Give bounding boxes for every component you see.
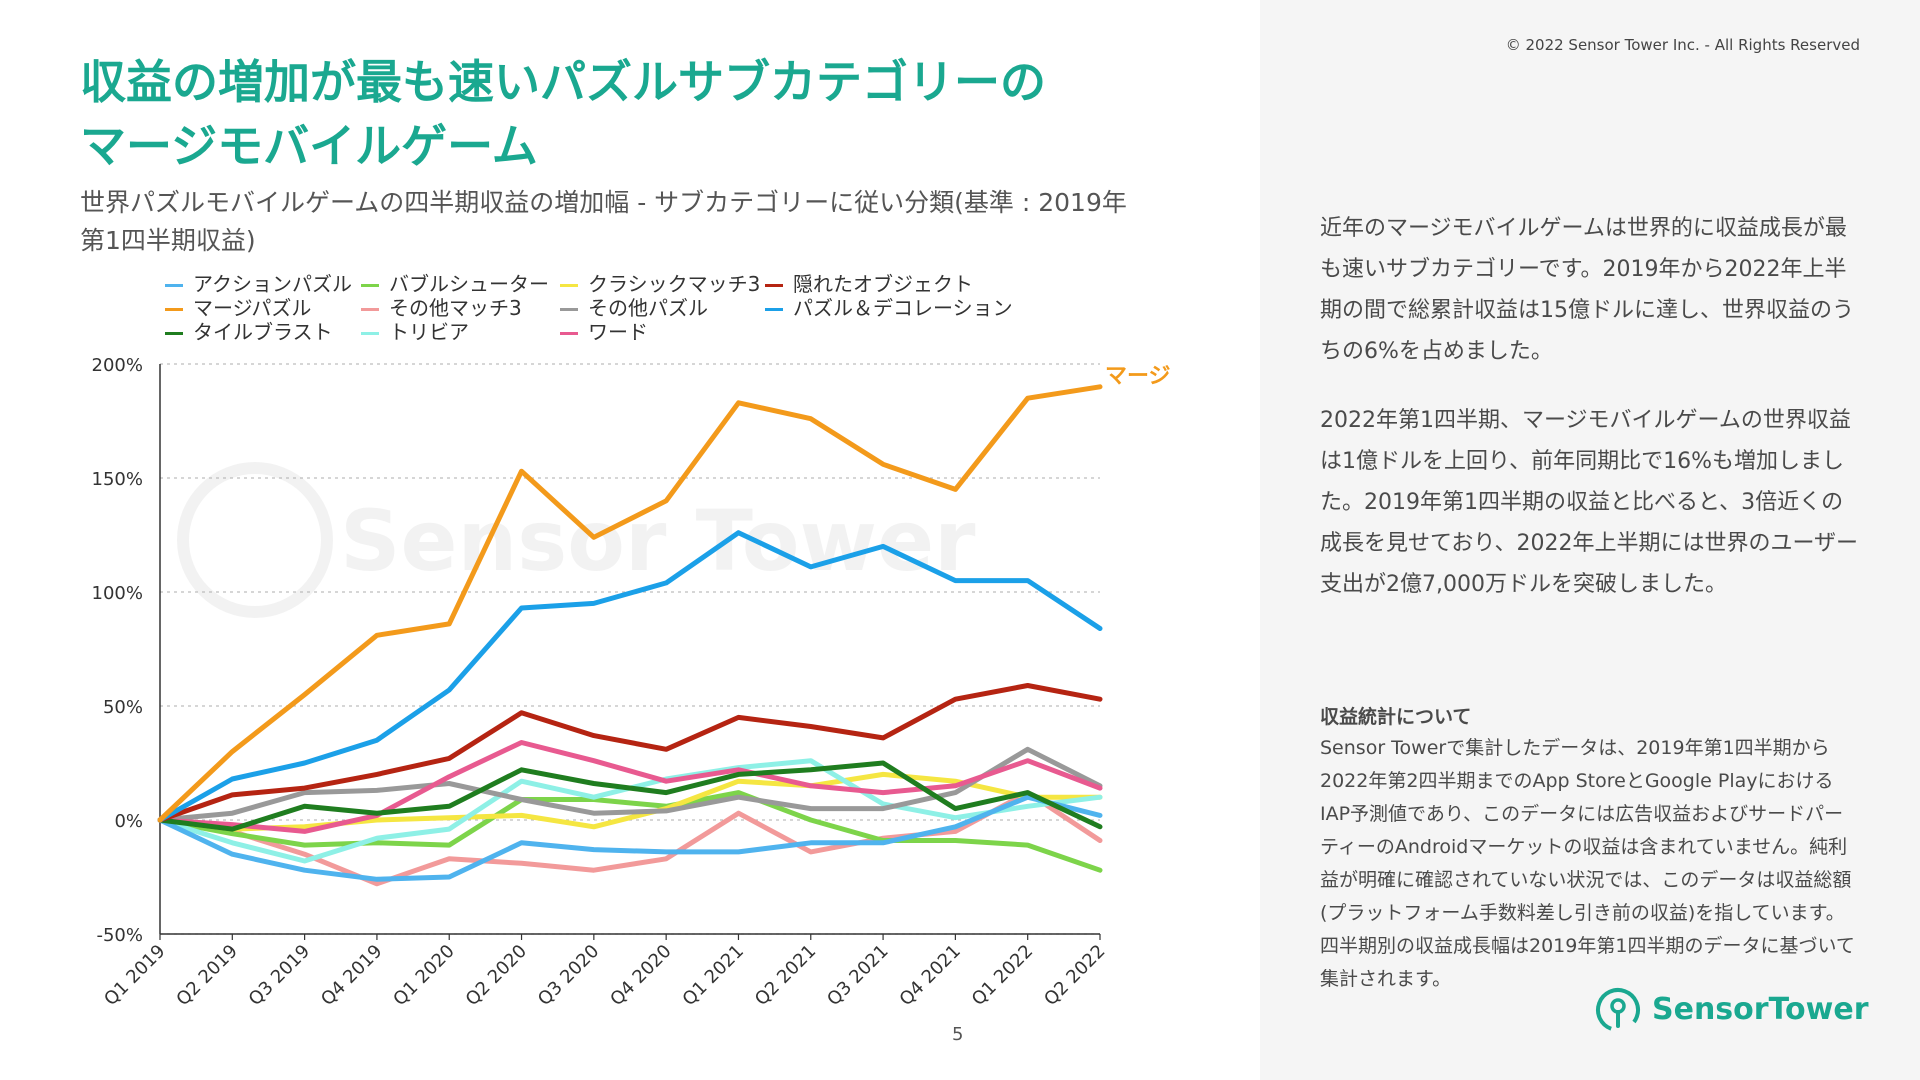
x-tick-label: Q2 2022 xyxy=(1040,941,1109,1010)
legend-swatch xyxy=(361,332,379,335)
sensor-tower-logo-icon xyxy=(1596,988,1640,1032)
legend-swatch xyxy=(361,308,379,311)
x-tick-label: Q2 2020 xyxy=(462,941,531,1010)
y-tick-label: 50% xyxy=(103,697,143,718)
legend-label: その他パズル xyxy=(588,296,708,320)
legend-label: バブルシューター xyxy=(389,272,549,296)
x-tick-label: Q4 2020 xyxy=(606,941,675,1010)
x-tick-label: Q1 2019 xyxy=(100,941,169,1010)
legend-item: トリビア xyxy=(361,316,469,344)
chart-legend: アクションパズル バブルシューター クラシックマッチ3 隠れたオブジェクトマージパズル… xyxy=(165,268,1065,344)
legend-item: タイルブラスト xyxy=(165,316,333,344)
x-tick-label: Q3 2020 xyxy=(534,941,603,1010)
page-number: 5 xyxy=(952,1024,964,1045)
legend-label: パズル＆デコレーション xyxy=(793,296,1013,320)
about-body: Sensor Towerで集計したデータは、2019年第1四半期から2022年第… xyxy=(1320,737,1855,990)
sensor-tower-logo: SensorTower xyxy=(1594,986,1869,1034)
slide-title: 収益の増加が最も速いパズルサブカテゴリーの マージモバイルゲーム xyxy=(80,50,1230,178)
y-tick-label: 0% xyxy=(114,811,143,832)
legend-item: その他パズル xyxy=(560,292,708,320)
legend-item: マージパズル xyxy=(165,292,311,320)
legend-item: パズル＆デコレーション xyxy=(765,292,1013,320)
x-tick-label: Q4 2021 xyxy=(896,941,965,1010)
sidebar-panel: © 2022 Sensor Tower Inc. - All Rights Re… xyxy=(1260,0,1920,1080)
legend-item: バブルシューター xyxy=(361,268,549,296)
x-tick-label: Q2 2021 xyxy=(751,941,820,1010)
legend-item: ワード xyxy=(560,316,648,344)
series-line-2 xyxy=(157,771,1103,832)
legend-label: マージパズル xyxy=(193,296,312,320)
slide-title-line-2: マージモバイルゲーム xyxy=(80,119,538,173)
slide-title-line-1: 収益の増加が最も速いパズルサブカテゴリーの xyxy=(80,55,1046,109)
logo-text: SensorTower xyxy=(1652,992,1869,1027)
legend-label: トリビア xyxy=(389,320,469,344)
y-tick-label: -50% xyxy=(96,925,143,946)
series-line-4 xyxy=(157,384,1103,823)
merge-annotation: マージ xyxy=(1105,364,1171,389)
chart-subtitle: 世界パズルモバイルゲームの四半期収益の増加幅 - サブカテゴリーに従い分類(基準… xyxy=(80,184,1160,260)
series-line-10 xyxy=(157,740,1103,834)
line-chart: Sensor Tower 200% 150% 100% 50% 0% -50%Q1 2019… xyxy=(92,355,1171,1010)
legend-label: ワード xyxy=(588,320,648,344)
legend-swatch xyxy=(560,284,578,287)
legend-item: その他マッチ3 xyxy=(361,292,522,320)
x-tick-label: Q4 2019 xyxy=(317,941,386,1010)
x-tick-label: Q1 2022 xyxy=(968,941,1037,1010)
series-line-0 xyxy=(157,794,1103,882)
legend-item: アクションパズル xyxy=(165,268,352,296)
legend-label: タイルブラスト xyxy=(193,320,333,344)
y-tick-label: 200% xyxy=(92,355,143,376)
legend-swatch xyxy=(361,284,379,287)
legend-item: クラシックマッチ3 xyxy=(560,268,760,296)
legend-swatch xyxy=(560,308,578,311)
legend-label: アクションパズル xyxy=(193,272,352,296)
watermark-icon xyxy=(177,462,333,618)
chart-subtitle-line-1: 世界パズルモバイルゲームの四半期収益の増加幅 - サブカテゴリーに従い分類(基準… xyxy=(80,188,1127,217)
series-line-6 xyxy=(157,746,1103,823)
x-tick-label: Q1 2021 xyxy=(679,941,748,1010)
series-line-8 xyxy=(157,760,1103,832)
legend-label: その他マッチ3 xyxy=(389,296,522,320)
legend-swatch xyxy=(765,284,783,287)
sidebar-paragraph-1: 近年のマージモバイルゲームは世界的に収益成長が最も速いサブカテゴリーです。201… xyxy=(1320,216,1854,364)
y-tick-label: 150% xyxy=(92,469,143,490)
copyright-notice: © 2022 Sensor Tower Inc. - All Rights Re… xyxy=(1505,36,1860,54)
y-tick-label: 100% xyxy=(92,583,143,604)
legend-swatch xyxy=(765,308,783,311)
legend-swatch xyxy=(165,308,183,311)
x-tick-label: Q2 2019 xyxy=(172,941,241,1010)
legend-label: 隠れたオブジェクト xyxy=(793,272,973,296)
legend-swatch xyxy=(165,332,183,335)
sidebar-paragraph-2: 2022年第1四半期、マージモバイルゲームの世界収益は1億ドルを上回り、前年同期… xyxy=(1320,408,1859,597)
chart-subtitle-line-2: 第1四半期収益) xyxy=(80,226,256,255)
series-line-7 xyxy=(157,530,1103,823)
legend-item: 隠れたオブジェクト xyxy=(765,268,973,296)
x-tick-label: Q3 2019 xyxy=(245,941,314,1010)
legend-swatch xyxy=(165,284,183,287)
slide-main: 収益の増加が最も速いパズルサブカテゴリーの マージモバイルゲーム 世界パズルモバ… xyxy=(80,50,1230,1045)
legend-swatch xyxy=(560,332,578,335)
legend-label: クラシックマッチ3 xyxy=(588,272,761,296)
watermark-text: Sensor Tower xyxy=(340,492,976,590)
x-tick-label: Q1 2020 xyxy=(389,941,458,1010)
series-line-3 xyxy=(157,683,1103,823)
x-tick-label: Q3 2021 xyxy=(823,941,892,1010)
about-title: 収益統計について xyxy=(1320,706,1472,728)
series-line-1 xyxy=(157,790,1103,873)
